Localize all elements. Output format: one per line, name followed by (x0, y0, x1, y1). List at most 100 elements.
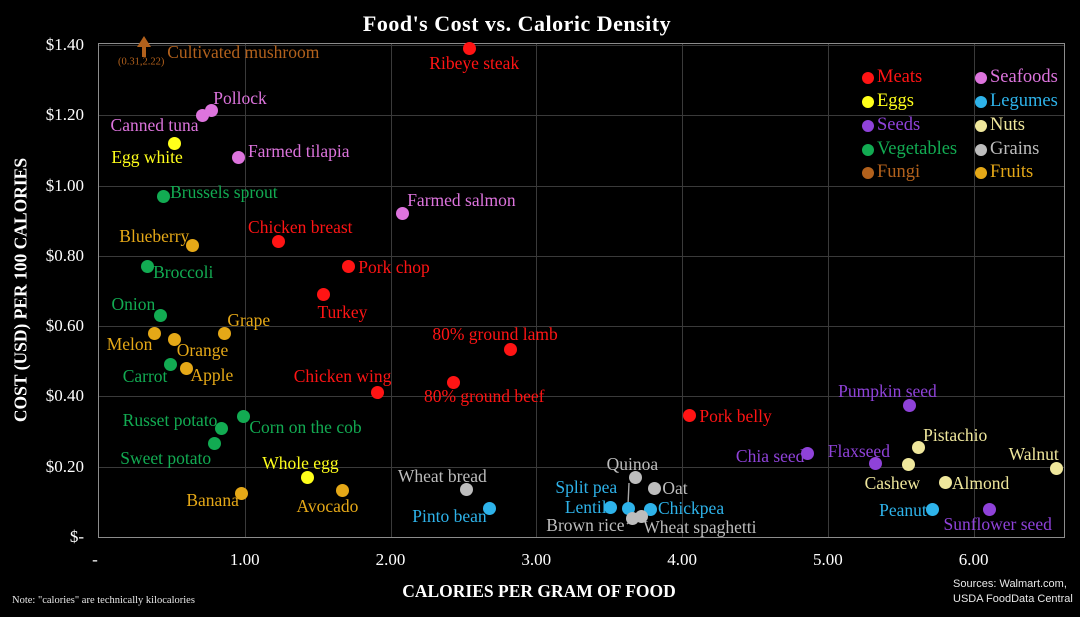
point-carrot (163, 358, 177, 372)
gridline-y-0-60 (99, 326, 1064, 328)
legend-label-nuts: Nuts (990, 115, 1025, 135)
x-tick-1-00: 1.00 (229, 550, 260, 569)
label-pork-belly: Pork belly (699, 406, 772, 427)
label-pumpkin-seed: Pumpkin seed (838, 380, 937, 401)
label-chickpea: Chickpea (658, 497, 725, 518)
legend-label-vegetables: Vegetables (877, 139, 958, 159)
y-tick-0-20: $0.20 (45, 456, 84, 476)
x-tick-2-00: 2.00 (375, 550, 406, 569)
legend-label-fungi: Fungi (877, 162, 921, 182)
label-brown-rice: Brown rice (546, 515, 625, 536)
x-axis-title: CALORIES PER GRAM OF FOOD (402, 581, 676, 601)
legend-label-legumes: Legumes (990, 91, 1058, 111)
label-flaxseed: Flaxseed (827, 440, 890, 461)
point-apple (179, 361, 193, 375)
legend-label-fruits: Fruits (990, 162, 1034, 182)
label-farmed-salmon: Farmed salmon (407, 189, 516, 210)
point-orange (168, 332, 182, 346)
point-sweet-potato (207, 437, 221, 451)
point-pistachio (911, 440, 925, 454)
legend-label-grains: Grains (990, 139, 1040, 159)
y-axis-title: COST (USD) PER 100 CALORIES (10, 157, 31, 423)
label-cashew: Cashew (864, 472, 921, 493)
legend-dot-seafoods (975, 72, 987, 84)
legend-dot-eggs (862, 96, 874, 108)
label-whole-egg: Whole egg (262, 452, 339, 473)
point-chia-seed (800, 446, 814, 460)
label-brussels-sprout: Brussels sprout (170, 182, 278, 203)
label-pollock: Pollock (213, 88, 267, 109)
label-carrot: Carrot (122, 365, 168, 386)
legend-dot-fruits (975, 167, 987, 179)
gridline-y-1-00 (99, 185, 1064, 187)
legend-dot-grains (975, 144, 987, 156)
gridline-x-6.00 (973, 44, 975, 537)
sources-line-2: USDA FoodData Central (953, 593, 1073, 605)
label-cultivated-mushroom: Cultivated mushroom (167, 42, 320, 62)
label-orange: Orange (176, 340, 229, 361)
legend-dot-nuts (975, 120, 987, 132)
label-russet-potato: Russet potato (122, 410, 218, 431)
point-80-ground-beef (446, 375, 460, 389)
label-apple: Apple (190, 365, 234, 386)
point-corn-on-the-cob (236, 409, 250, 423)
label-wheat-bread: Wheat bread (397, 465, 487, 486)
footnote: Note: "calories" are technically kilocal… (12, 595, 195, 606)
gridline-x-5.00 (827, 44, 829, 537)
point-grape (217, 326, 231, 340)
gridline-x-4.00 (682, 44, 684, 537)
x-tick-4-00: 4.00 (667, 550, 697, 569)
point-peanut (926, 503, 940, 517)
cultivated-mushroom-arrow-icon (137, 36, 152, 47)
point-canned-tuna (195, 108, 209, 122)
point-broccoli (140, 259, 154, 273)
legend-dot-legumes (975, 96, 987, 108)
point-quinoa (628, 471, 642, 485)
point-blueberry (185, 238, 199, 252)
label-lentil: Lentil (564, 496, 607, 517)
chart-title: Food's Cost vs. Caloric Density (362, 11, 672, 36)
label-broccoli: Broccoli (153, 262, 214, 283)
label-walnut: Walnut (1008, 444, 1059, 465)
point-whole-egg (300, 471, 314, 485)
label-blueberry: Blueberry (119, 226, 190, 247)
label-farmed-tilapia: Farmed tilapia (247, 141, 350, 162)
point-walnut (1050, 461, 1064, 475)
point-melon (147, 327, 161, 341)
y-tick-0-80: $0.80 (45, 245, 84, 265)
label-pistachio: Pistachio (923, 425, 988, 446)
point-sunflower-seed (983, 503, 997, 517)
label-chicken-wing: Chicken wing (293, 365, 392, 386)
point-farmed-tilapia (232, 150, 246, 164)
legend-label-eggs: Eggs (877, 91, 914, 111)
label-80-ground-beef: 80% ground beef (423, 386, 545, 407)
label-turkey: Turkey (317, 301, 368, 322)
x-tick-6-00: 6.00 (958, 550, 989, 569)
gridline-x-1.00 (244, 44, 246, 537)
y-tick-: $- (69, 527, 84, 546)
label-split-pea: Split pea (555, 476, 618, 497)
label-almond: Almond (951, 472, 1010, 493)
point-brussels-sprout (156, 189, 170, 203)
x-tick-3-00: 3.00 (521, 550, 552, 569)
point-pork-chop (341, 259, 355, 273)
y-tick-1-00: $1.00 (45, 175, 84, 195)
label-ribeye-steak: Ribeye steak (429, 52, 520, 73)
legend-dot-vegetables (862, 144, 874, 156)
label-80-ground-lamb: 80% ground lamb (432, 324, 558, 344)
legend-dot-fungi (862, 167, 874, 179)
gridline-x-3.00 (536, 44, 538, 537)
label-avocado: Avocado (296, 495, 359, 516)
cultivated-mushroom-arrow-stem (142, 46, 147, 57)
point-chicken-breast (271, 235, 285, 249)
label-corn-on-the-cob: Corn on the cob (249, 417, 362, 438)
label-oat: Oat (662, 478, 688, 499)
label-chicken-breast: Chicken breast (248, 216, 353, 237)
point-avocado (335, 484, 349, 498)
point-ribeye-steak (462, 42, 476, 56)
point-80-ground-lamb (503, 342, 517, 356)
label-pinto-bean: Pinto bean (412, 505, 487, 526)
point-oat (647, 481, 661, 495)
label-chia-seed: Chia seed (735, 446, 805, 467)
